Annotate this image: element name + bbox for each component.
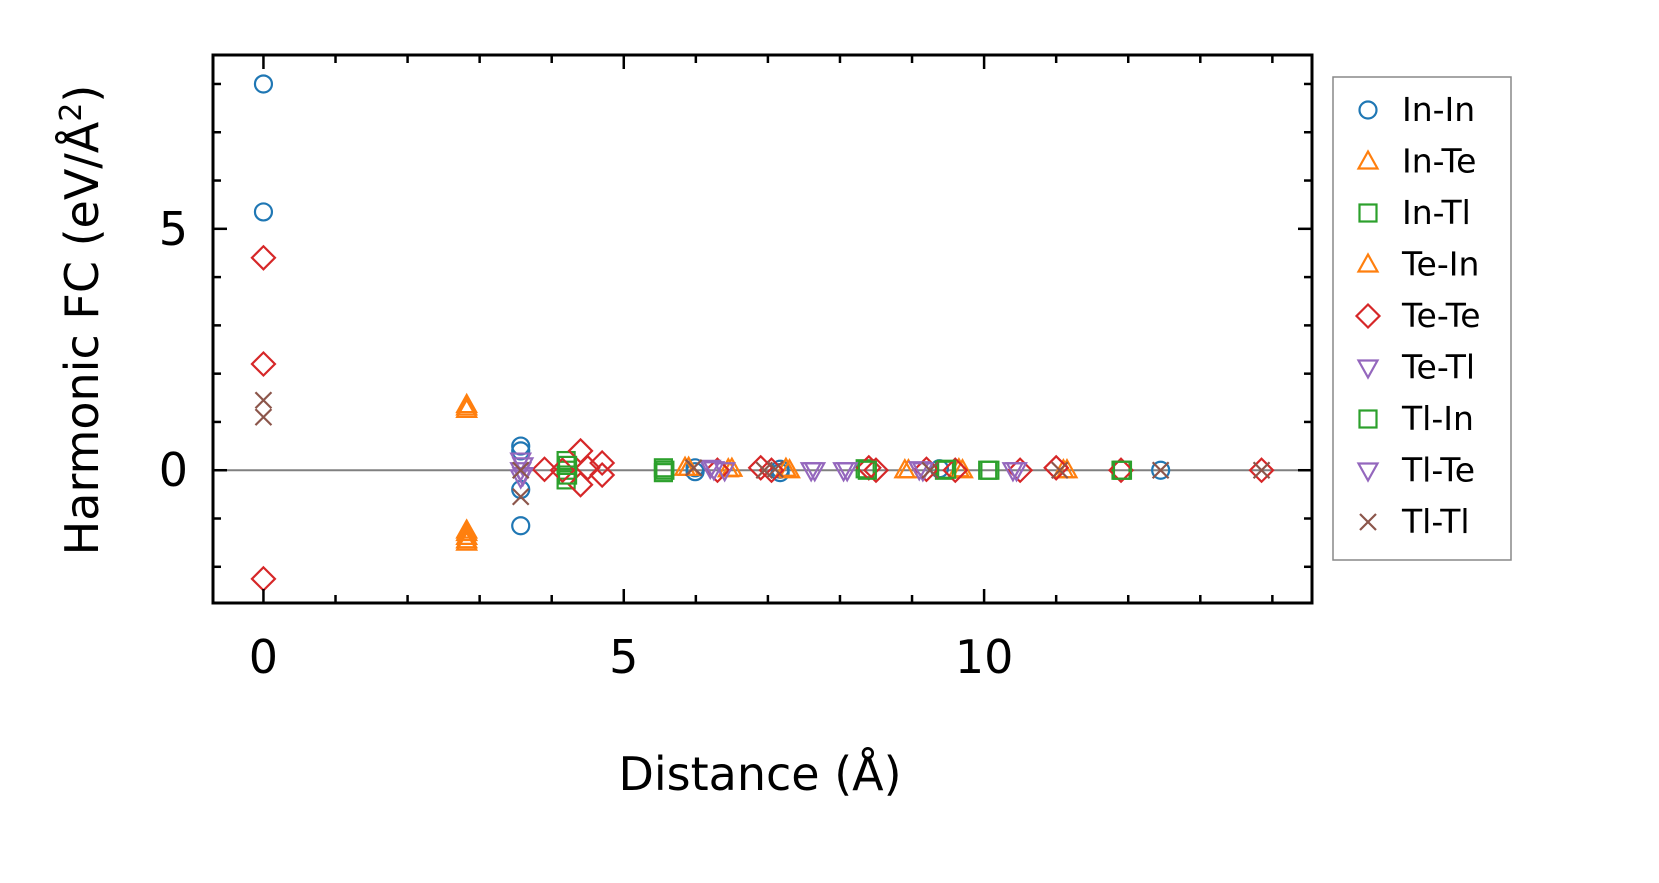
data-point-tl-tl [1252, 461, 1271, 480]
data-point-te-te [942, 457, 969, 484]
data-point-te-in [455, 520, 479, 542]
x-axis-label: Distance (Å) [618, 747, 901, 801]
x-tick-label: 5 [609, 630, 638, 684]
y-axis-label-close: ) [55, 85, 109, 103]
legend-label: Te-Te [1401, 296, 1481, 335]
data-point-te-tl [713, 462, 737, 483]
data-point-te-te [531, 456, 558, 483]
data-point-in-tl [556, 450, 576, 471]
data-point-in-te [455, 392, 479, 414]
data-point-tl-te [803, 462, 827, 483]
legend-marker [1358, 203, 1378, 223]
legend-marker [1354, 302, 1382, 330]
data-point-in-in [1151, 460, 1171, 480]
data-point-tl-tl [921, 461, 939, 480]
data-point-tl-tl [511, 461, 530, 480]
data-point-tl-tl [254, 408, 273, 426]
data-point-te-te [1248, 457, 1275, 484]
data-point-te-te [574, 454, 601, 481]
legend-marker [1356, 359, 1380, 380]
data-point-te-te [1043, 454, 1070, 481]
data-point-in-te [455, 397, 479, 418]
plot-frame [211, 53, 1314, 605]
data-point-tl-tl [1151, 461, 1170, 480]
data-point-tl-in [857, 460, 877, 480]
x-tick-label: 10 [955, 630, 1014, 684]
legend-item-te-in: Te-In [1356, 245, 1479, 284]
legend-item-in-in: In-In [1358, 90, 1475, 129]
legend-marker [1358, 100, 1378, 120]
data-point-te-in [778, 457, 801, 479]
data-point-tl-te [702, 461, 726, 482]
data-point-tl-tl [766, 460, 784, 479]
data-point-tl-in [980, 460, 1000, 480]
legend-label: In-Tl [1402, 193, 1471, 232]
series-tl-tl [254, 391, 1271, 506]
legend-item-in-te: In-Te [1356, 142, 1476, 181]
y-axis-label-main: Harmonic FC (eV/Å [55, 121, 109, 555]
data-point-te-in [455, 395, 479, 416]
data-point-in-in [685, 462, 705, 482]
legend-marker [1356, 252, 1380, 273]
data-point-te-te [862, 457, 890, 484]
data-point-in-tl [653, 463, 674, 483]
y-tick-label: 5 [159, 202, 188, 256]
x-tick-label: 0 [249, 630, 278, 684]
legend-item-tl-te: Tl-Te [1356, 451, 1475, 490]
legend-marker [1356, 462, 1380, 483]
data-point-te-tl [698, 459, 722, 481]
data-point-in-in [253, 202, 274, 222]
data-point-te-te [589, 449, 616, 477]
series-tl-te [511, 457, 1028, 488]
data-point-tl-in [937, 459, 957, 479]
data-point-tl-tl [1050, 461, 1069, 480]
data-point-te-te [250, 244, 277, 271]
data-point-tl-te [1005, 462, 1028, 483]
data-point-tl-in [1112, 460, 1133, 480]
data-point-in-in [253, 74, 274, 94]
data-point-tl-tl [511, 488, 530, 506]
data-point-te-te [704, 457, 731, 484]
data-point-tl-tl [684, 459, 703, 477]
legend-label: Te-In [1401, 245, 1479, 284]
data-point-in-te [455, 518, 479, 539]
data-point-tl-in [557, 455, 578, 475]
y-tick-label: 0 [159, 443, 188, 497]
legend-label: Tl-Te [1401, 451, 1475, 490]
axes: 0 5 10 0 5 [159, 53, 1314, 684]
legend-label: In-In [1402, 90, 1475, 129]
legend-label: In-Te [1402, 142, 1476, 181]
y-axis-label-superscript: 2 [54, 103, 89, 122]
legend-item-te-tl: Te-Tl [1356, 348, 1475, 387]
data-point-te-te [1007, 457, 1034, 484]
data-point-te-in [951, 457, 974, 479]
legend-label: Tl-Tl [1401, 502, 1470, 541]
legend-label: Te-Tl [1401, 348, 1475, 387]
legend-item-in-tl: In-Tl [1358, 193, 1471, 232]
legend-frame [1332, 76, 1512, 561]
legend-label: Tl-In [1401, 399, 1474, 438]
data-point-in-in [511, 516, 531, 536]
legend-item-tl-tl: Tl-Tl [1359, 502, 1470, 541]
data-point-tl-in [557, 465, 578, 485]
y-axis-label: Harmonic FC (eV/Å2) [54, 85, 109, 556]
plot-area [213, 74, 1312, 592]
legend: In-In In-Te In-Tl Te-In Te-Te Te-Tl Tl-In Tl-Te… [1332, 76, 1512, 561]
legend-marker [1358, 409, 1378, 429]
data-point-te-te [567, 471, 594, 498]
data-point-tl-tl [254, 391, 273, 409]
legend-item-tl-in: Tl-In [1358, 399, 1474, 438]
data-point-tl-te [835, 462, 859, 483]
legend-item-te-te: Te-Te [1354, 296, 1481, 335]
data-point-te-te [589, 461, 616, 489]
legend-marker [1356, 149, 1380, 170]
legend-marker [1359, 513, 1377, 531]
data-point-te-te [250, 350, 277, 378]
data-point-tl-in [655, 460, 675, 480]
data-point-in-te [455, 524, 479, 545]
series-tl-in [557, 455, 1133, 485]
data-point-te-in [455, 527, 479, 549]
data-point-in-te [455, 530, 479, 551]
